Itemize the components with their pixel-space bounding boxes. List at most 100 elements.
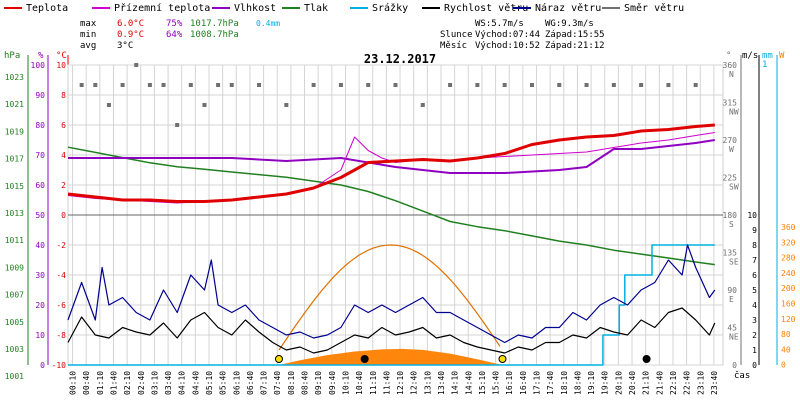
deg-tick: 270 bbox=[723, 136, 738, 145]
time-tick: 11:40 bbox=[382, 371, 391, 395]
compass-tick: SE bbox=[729, 258, 739, 267]
series-sr-ky bbox=[68, 244, 715, 366]
moonset-marker bbox=[642, 355, 651, 363]
wind-dir-point bbox=[284, 103, 289, 107]
legend-label: Rychlost větru bbox=[444, 2, 528, 14]
celsius-tick: -6 bbox=[56, 301, 66, 310]
compass-tick: NW bbox=[729, 108, 739, 117]
celsius-tick: 10 bbox=[56, 61, 66, 70]
pct-tick: 70 bbox=[35, 151, 45, 160]
stat-max-hum: 75% bbox=[166, 19, 183, 29]
celsius-tick: 0 bbox=[61, 211, 66, 220]
wind-dir-point bbox=[147, 83, 152, 87]
celsius-tick: -8 bbox=[56, 331, 66, 340]
wind-dir-point bbox=[502, 83, 507, 87]
time-tick: 19:40 bbox=[601, 371, 610, 395]
stat-max-rain: 0.4mm bbox=[256, 19, 280, 28]
wind-dir-point bbox=[529, 83, 534, 87]
time-tick: 22:40 bbox=[683, 371, 692, 395]
time-tick: 13:10 bbox=[423, 371, 432, 395]
wind-dir-point bbox=[338, 83, 343, 87]
w-unit: W bbox=[779, 51, 785, 61]
hpa-tick: 1005 bbox=[5, 318, 24, 327]
w-tick: 0 bbox=[781, 361, 786, 370]
w-tick: 360 bbox=[781, 223, 796, 232]
time-tick: 06:40 bbox=[246, 371, 255, 395]
time-tick: 11:10 bbox=[369, 371, 378, 395]
deg-tick: 360 bbox=[723, 61, 738, 70]
deg-tick: 0 bbox=[732, 361, 737, 370]
ms-tick: 1 bbox=[752, 346, 757, 355]
stat-min-hum: 64% bbox=[166, 30, 183, 40]
time-tick: 13:40 bbox=[437, 371, 446, 395]
hpa-tick: 1023 bbox=[5, 73, 24, 82]
wind-dir-point bbox=[134, 63, 139, 67]
wind-dir-point bbox=[93, 83, 98, 87]
time-tick: 21:40 bbox=[655, 371, 664, 395]
sun-elevation bbox=[278, 244, 501, 351]
mm-unit: mm bbox=[762, 51, 773, 61]
stat-avg-temp: 3°C bbox=[117, 41, 133, 51]
wind-dir-point bbox=[161, 83, 166, 87]
ms-tick: 10 bbox=[747, 211, 757, 220]
event-marks bbox=[274, 355, 651, 363]
sun-set: Západ:15:55 bbox=[545, 30, 605, 40]
legend-label: Vlhkost bbox=[234, 3, 276, 14]
w-tick: 280 bbox=[781, 254, 796, 263]
pct-tick: 100 bbox=[31, 61, 46, 70]
time-tick: 03:10 bbox=[150, 371, 159, 395]
wind-dir-point bbox=[229, 83, 234, 87]
wind-dir-point bbox=[106, 103, 111, 107]
time-tick: 12:10 bbox=[396, 371, 405, 395]
hpa-tick: 1011 bbox=[5, 236, 24, 245]
pct-tick: 40 bbox=[35, 241, 45, 250]
stat-min-temp: 0.9°C bbox=[117, 30, 144, 40]
deg-tick: 90 bbox=[727, 286, 737, 295]
stats-block: max 6.0°C 75% 1017.7hPa 0.4mm min 0.9°C … bbox=[80, 19, 605, 51]
wind-dir-point bbox=[120, 83, 125, 87]
time-tick: 01:10 bbox=[96, 371, 105, 395]
time-tick: 16:40 bbox=[519, 371, 528, 395]
time-tick: 05:10 bbox=[205, 371, 214, 395]
wind-dir-point bbox=[257, 83, 262, 87]
pct-tick: 20 bbox=[35, 301, 45, 310]
wind-dir-point bbox=[188, 83, 193, 87]
wind-dir-point bbox=[584, 83, 589, 87]
time-tick: 02:40 bbox=[137, 371, 146, 395]
compass-tick: SW bbox=[729, 183, 739, 192]
compass-tick: W bbox=[729, 145, 734, 154]
time-tick: 07:10 bbox=[260, 371, 269, 395]
time-tick: 04:10 bbox=[178, 371, 187, 395]
deg-tick: 45 bbox=[727, 324, 737, 333]
w-tick: 320 bbox=[781, 238, 796, 247]
pct-tick: 10 bbox=[35, 331, 45, 340]
stat-max-label: max bbox=[80, 19, 97, 29]
series-vlhkost bbox=[68, 139, 715, 174]
time-tick: 18:40 bbox=[573, 371, 582, 395]
stat-wind-gust: WG:9.3m/s bbox=[545, 19, 594, 29]
wind-dir-point bbox=[448, 83, 453, 87]
moon-set: Západ:21:12 bbox=[545, 41, 605, 51]
pct-tick: 60 bbox=[35, 181, 45, 190]
wind-dir-point bbox=[79, 83, 84, 87]
time-tick: 09:10 bbox=[314, 371, 323, 395]
time-tick: 19:10 bbox=[587, 371, 596, 395]
ms-tick: 2 bbox=[752, 331, 757, 340]
deg-unit: ° bbox=[726, 51, 731, 61]
time-tick: 12:40 bbox=[410, 371, 419, 395]
sunrise-marker bbox=[274, 355, 283, 363]
series-rychlost-v-tru bbox=[67, 307, 716, 354]
moon-label: Měsíc bbox=[440, 41, 467, 51]
time-tick: 10:10 bbox=[341, 371, 350, 395]
radiation-area bbox=[278, 348, 503, 365]
hpa-tick: 1003 bbox=[5, 345, 24, 354]
celsius-tick: 8 bbox=[61, 91, 66, 100]
celsius-tick: 6 bbox=[61, 121, 66, 130]
time-tick: 06:10 bbox=[232, 371, 241, 395]
wind-dir-point bbox=[175, 123, 180, 127]
time-tick: 02:10 bbox=[123, 371, 132, 395]
w-tick: 40 bbox=[781, 345, 791, 354]
time-tick: 05:40 bbox=[219, 371, 228, 395]
hpa-tick: 1013 bbox=[5, 209, 24, 218]
ms-tick: 0 bbox=[752, 361, 757, 370]
